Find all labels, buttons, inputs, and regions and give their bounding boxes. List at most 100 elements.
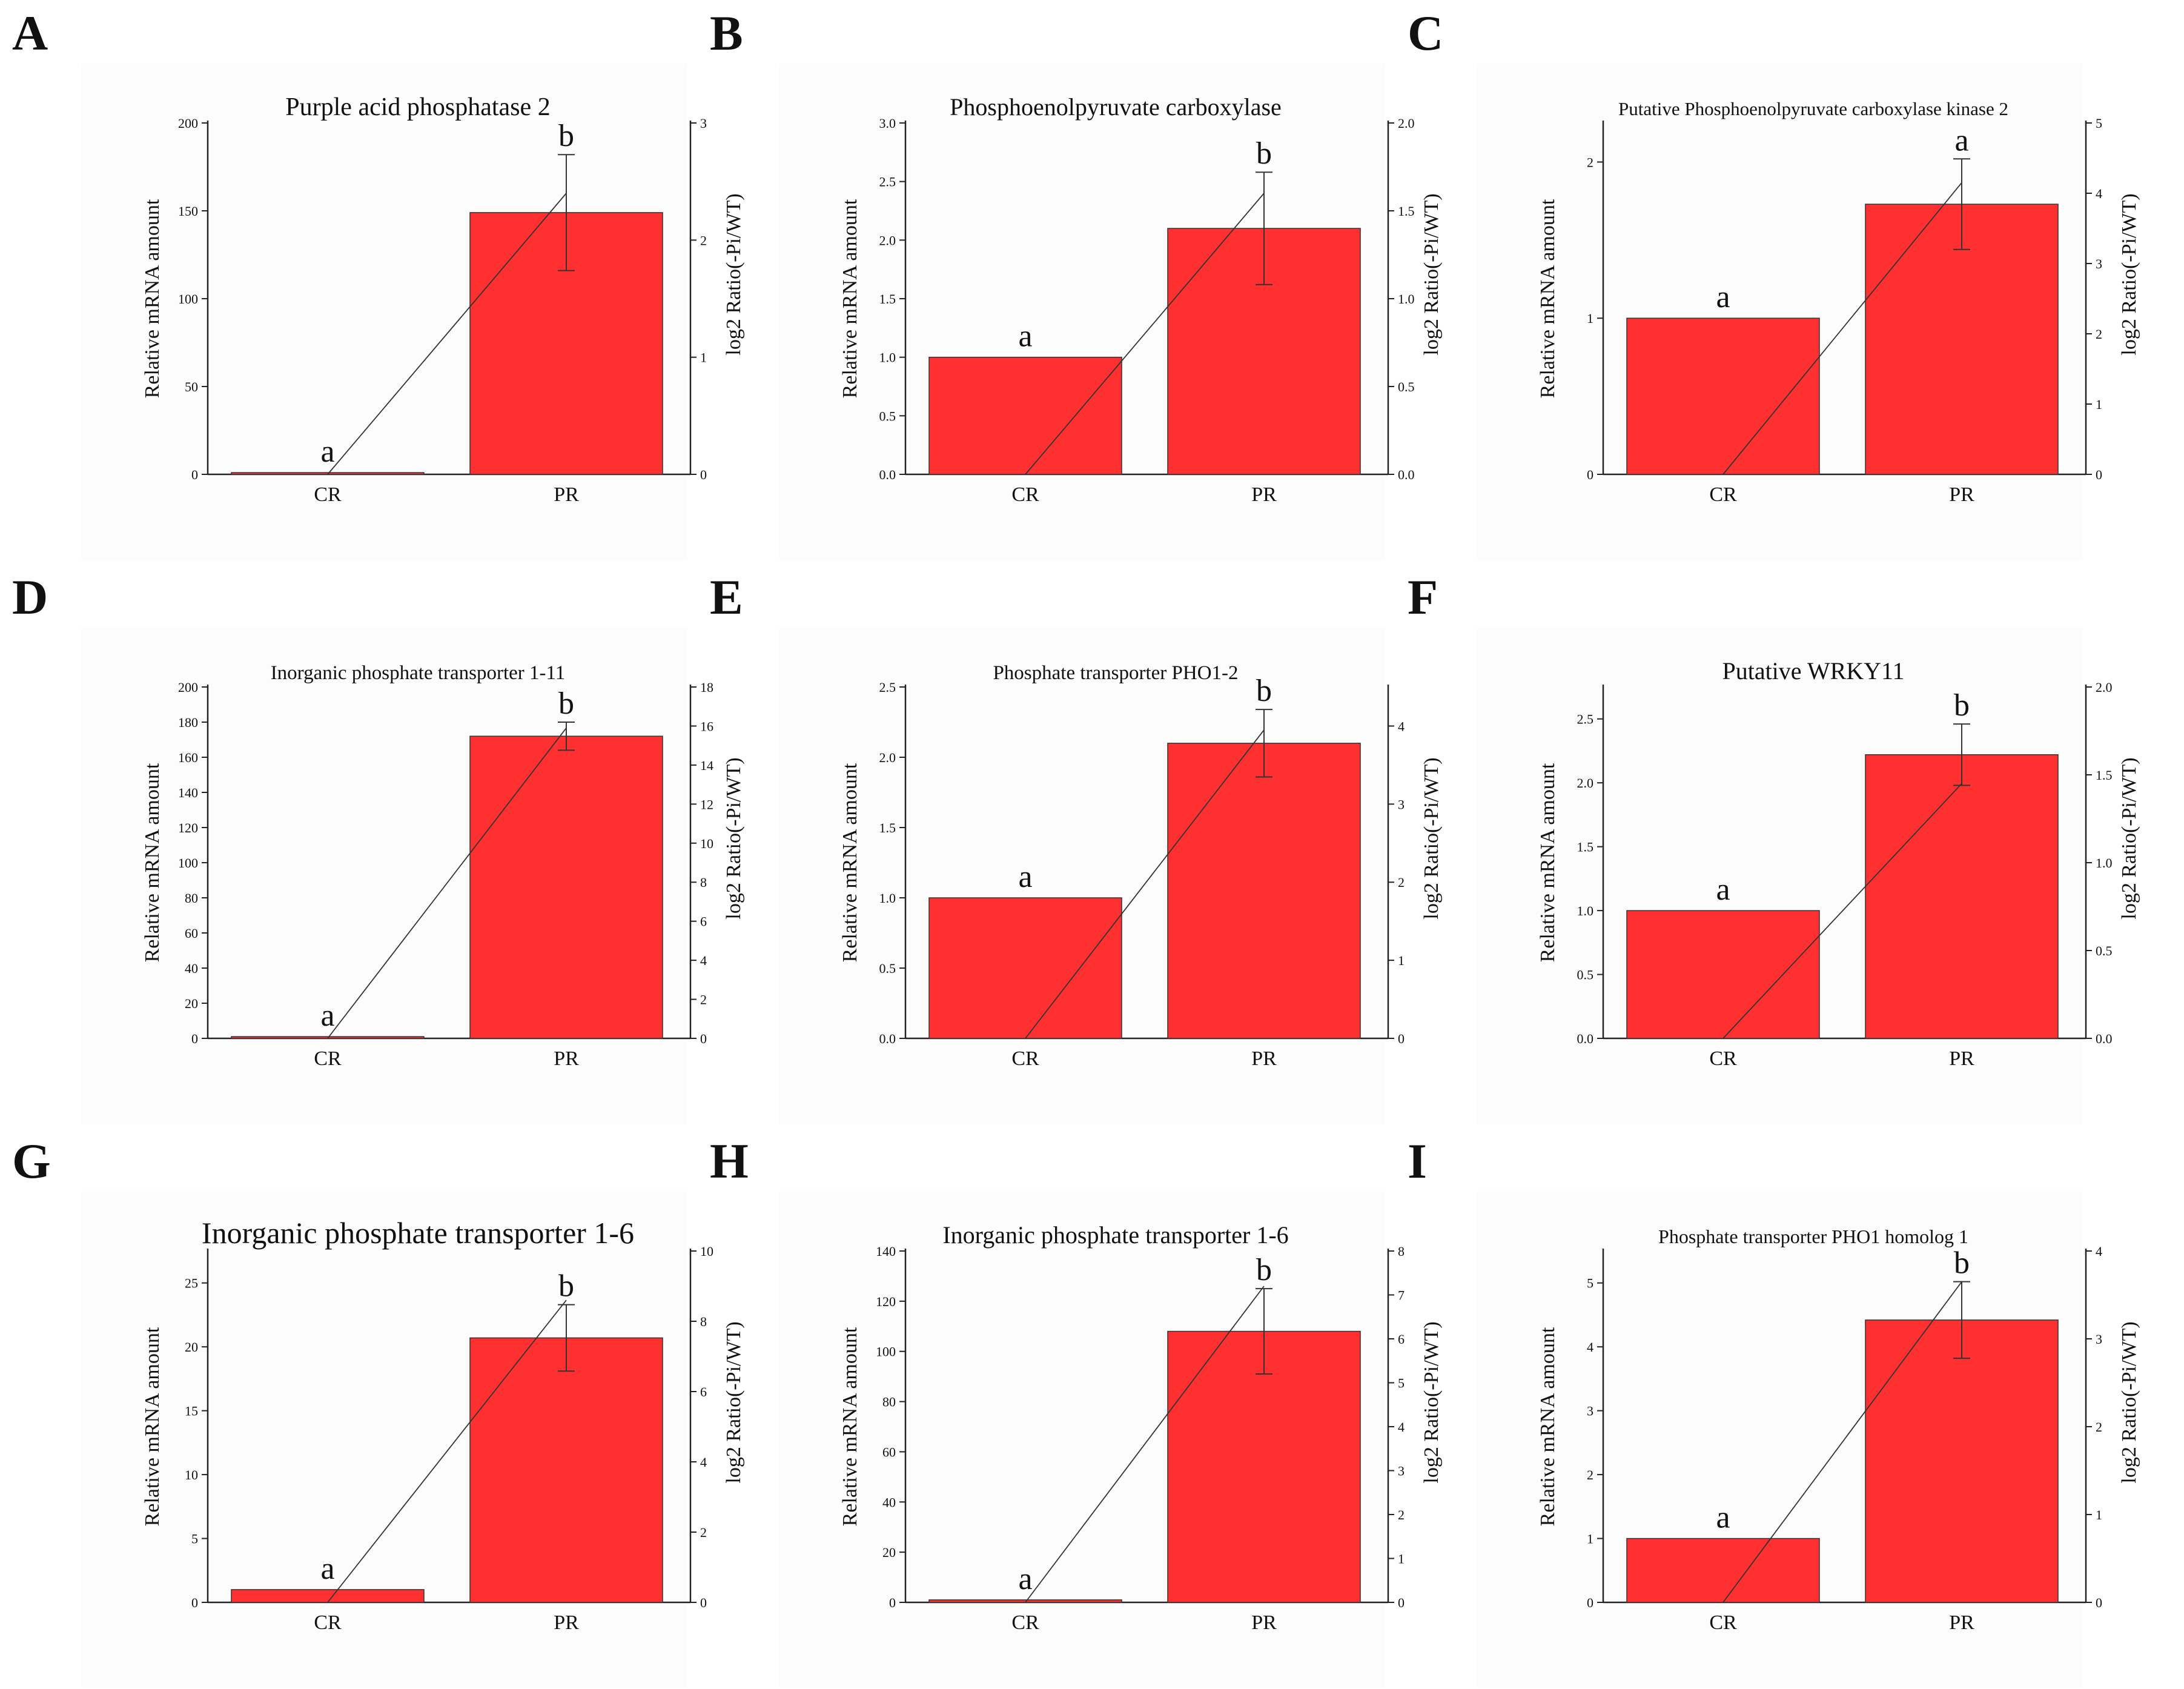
significance-label: b	[1256, 1253, 1272, 1287]
y-tick-label: 0.0	[879, 1031, 896, 1046]
y-tick-label: 1.5	[879, 291, 896, 307]
y2-tick-label: 0	[2096, 467, 2102, 482]
y-tick-label: 120	[876, 1294, 896, 1309]
y2-tick-label: 7	[1398, 1288, 1405, 1303]
y-axis-title: Relative mRNA amount	[1537, 763, 1559, 962]
significance-label: a	[320, 1551, 334, 1586]
y2-axis-title: log2 Ratio(-Pi/WT)	[1420, 193, 1443, 355]
significance-label: b	[1954, 688, 1970, 723]
y2-tick-label: 0	[700, 1595, 707, 1610]
category-label: PR	[554, 1611, 579, 1634]
y-tick-label: 20	[882, 1545, 896, 1560]
y-tick-label: 2	[1587, 1467, 1593, 1482]
y-tick-label: 160	[178, 750, 198, 765]
log2-ratio-line	[1025, 729, 1265, 1039]
significance-label: b	[1954, 1246, 1970, 1281]
significance-label: b	[558, 119, 574, 153]
category-label: PR	[554, 1047, 579, 1070]
y-tick-label: 5	[1587, 1276, 1593, 1291]
y2-tick-label: 0.5	[2096, 943, 2113, 958]
significance-label: b	[1256, 136, 1272, 171]
y-tick-label: 140	[876, 1244, 896, 1259]
panel-letter: G	[12, 1133, 51, 1189]
y-tick-label: 1.5	[1577, 840, 1594, 855]
y2-tick-label: 6	[700, 914, 707, 929]
panel-letter: D	[12, 569, 48, 625]
y-tick-label: 0.0	[1577, 1031, 1594, 1046]
bar-pr	[1865, 1319, 2059, 1603]
y-tick-label: 0	[191, 1031, 198, 1046]
log2-ratio-line	[327, 1299, 567, 1603]
y2-tick-label: 2	[2096, 327, 2102, 342]
y-tick-label: 1	[1587, 311, 1593, 326]
y-tick-label: 0.5	[879, 408, 896, 423]
y2-tick-label: 6	[700, 1384, 707, 1399]
bar-cr	[928, 356, 1122, 475]
y-tick-label: 40	[185, 961, 198, 976]
y-tick-label: 1	[1587, 1531, 1593, 1547]
chart-panel-g: G 0 5 10 15 20 25 0 2 4 6 8 10 a CR b PR Inorganic phosph…	[12, 1133, 745, 1688]
y-axis-title: Relative mRNA amount	[1537, 199, 1559, 398]
y2-tick-label: 2.0	[1398, 116, 1415, 131]
category-label: CR	[1011, 1611, 1039, 1634]
y-tick-label: 0	[1587, 467, 1593, 482]
y2-axis-title: log2 Ratio(-Pi/WT)	[1420, 1321, 1443, 1483]
y2-axis-title: log2 Ratio(-Pi/WT)	[2118, 1321, 2140, 1483]
y-tick-label: 140	[178, 785, 198, 800]
log2-ratio-line	[1722, 783, 1962, 1039]
panel-letter: I	[1408, 1133, 1427, 1189]
y-axis-title: Relative mRNA amount	[839, 199, 861, 398]
y-axis-title: Relative mRNA amount	[141, 1327, 164, 1526]
category-label: PR	[1949, 1611, 1974, 1634]
y-tick-label: 25	[185, 1276, 198, 1291]
category-label: PR	[1949, 483, 1974, 506]
y2-axis-title: log2 Ratio(-Pi/WT)	[2118, 757, 2140, 919]
y2-tick-label: 4	[2096, 186, 2102, 201]
bar-cr	[231, 1589, 425, 1603]
panel-letter: C	[1408, 5, 1443, 61]
y-tick-label: 2.5	[1577, 712, 1594, 727]
y2-tick-label: 4	[2096, 1244, 2102, 1259]
log2-ratio-line	[1025, 193, 1265, 475]
category-label: PR	[1251, 1611, 1277, 1634]
y2-tick-label: 6	[1398, 1332, 1405, 1347]
y-tick-label: 60	[185, 926, 198, 941]
y-tick-label: 2.0	[1577, 775, 1594, 791]
bar-cr	[1626, 1538, 1820, 1603]
y-tick-label: 15	[185, 1404, 198, 1419]
y-tick-label: 0	[889, 1595, 896, 1610]
y2-tick-label: 0	[700, 467, 707, 482]
y2-tick-label: 0.0	[1398, 467, 1415, 482]
chart-panel-d: D 0 20 40 60 80 100 120 140 160 180 200 0 2 4 6 8 10 12 14 1…	[12, 569, 745, 1124]
y2-tick-label: 16	[700, 718, 713, 734]
y-tick-label: 2.5	[879, 680, 896, 695]
y2-tick-label: 5	[2096, 116, 2102, 131]
y2-axis-title: log2 Ratio(-Pi/WT)	[723, 1321, 745, 1483]
category-label: PR	[554, 483, 579, 506]
y2-tick-label: 1.5	[2096, 768, 2113, 783]
log2-ratio-line	[1722, 1281, 1962, 1603]
y-tick-label: 20	[185, 1339, 198, 1355]
y2-tick-label: 4	[1398, 1419, 1405, 1435]
y2-tick-label: 1	[2096, 397, 2102, 412]
category-label: CR	[314, 1047, 342, 1070]
y2-tick-label: 10	[700, 1244, 713, 1259]
panel-letter: B	[710, 5, 743, 61]
panel-letter: F	[1408, 569, 1438, 625]
y-axis-title: Relative mRNA amount	[141, 199, 164, 398]
log2-ratio-line	[327, 728, 567, 1039]
chart-title: Phosphate transporter PHO1-2	[993, 662, 1238, 684]
significance-label: b	[1256, 674, 1272, 708]
bar-cr	[1626, 317, 1820, 475]
y2-tick-label: 3	[2096, 1332, 2102, 1347]
y-tick-label: 0	[191, 1595, 198, 1610]
category-label: CR	[1011, 483, 1039, 506]
y2-tick-label: 0.0	[2096, 1031, 2113, 1046]
bar-pr	[469, 1337, 663, 1603]
y2-axis-title: log2 Ratio(-Pi/WT)	[2118, 193, 2140, 355]
bar-pr	[1865, 754, 2059, 1039]
chart-title: Inorganic phosphate transporter 1-6	[202, 1216, 634, 1250]
chart-title: Inorganic phosphate transporter 1-6	[942, 1221, 1288, 1249]
y-axis-title: Relative mRNA amount	[141, 763, 164, 962]
